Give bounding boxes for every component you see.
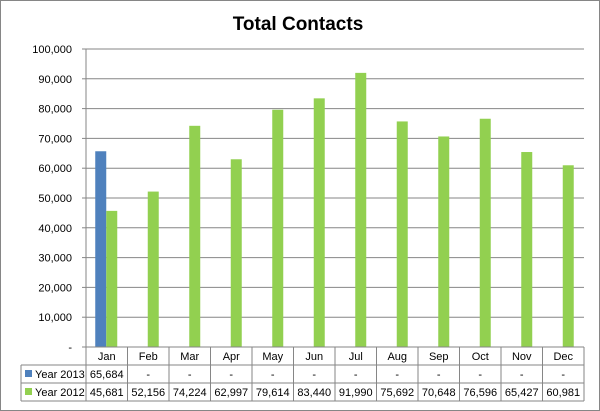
y-tick-label: 60,000 <box>38 163 72 175</box>
data-label: 65,427 <box>505 387 539 399</box>
bar-year-2012-nov <box>521 152 533 347</box>
legend-swatch-year-2012 <box>25 388 32 395</box>
y-tick-label: 90,000 <box>38 74 72 86</box>
legend-swatch-year-2013 <box>25 370 32 377</box>
bar-year-2012-may <box>272 109 284 348</box>
x-tick-label: Nov <box>512 351 532 363</box>
bar-year-2012-apr <box>230 159 242 347</box>
x-tick-label: Jun <box>305 351 323 363</box>
bar-year-2012-jan <box>106 210 118 347</box>
data-label: 60,981 <box>546 387 580 399</box>
x-tick-label: May <box>262 351 283 363</box>
data-label: - <box>395 369 399 381</box>
data-label: 70,648 <box>422 387 456 399</box>
bar-year-2012-mar <box>189 125 201 348</box>
data-label: 52,156 <box>131 387 165 399</box>
x-tick-label: Feb <box>139 351 158 363</box>
data-label: 91,990 <box>339 387 373 399</box>
data-label: - <box>437 369 441 381</box>
data-label: - <box>146 369 150 381</box>
y-tick-label: - <box>68 342 72 354</box>
y-tick-label: 100,000 <box>32 44 72 56</box>
x-tick-label: Jan <box>98 351 116 363</box>
bar-year-2012-jun <box>313 98 325 347</box>
x-tick-label: Mar <box>180 351 199 363</box>
data-label: 65,684 <box>90 369 124 381</box>
x-tick-label: Aug <box>387 351 407 363</box>
data-label: 45,681 <box>90 387 124 399</box>
data-label: 76,596 <box>463 387 497 399</box>
x-tick-label: Sep <box>429 351 449 363</box>
data-label: 62,997 <box>214 387 248 399</box>
y-tick-label: 10,000 <box>38 312 72 324</box>
data-label: - <box>520 369 524 381</box>
y-tick-label: 80,000 <box>38 104 72 116</box>
bars <box>95 72 574 348</box>
x-tick-label: Oct <box>472 351 489 363</box>
data-label: - <box>229 369 233 381</box>
data-label: 75,692 <box>380 387 414 399</box>
y-axis-ticks: - 10,000 20,000 30,000 40,000 50,000 60,000 70,… <box>32 44 72 354</box>
legend-label: Year 2012 <box>35 387 85 399</box>
x-tick-label: Jul <box>349 351 363 363</box>
y-tick-label: 50,000 <box>38 193 72 205</box>
data-label: - <box>312 369 316 381</box>
bar-year-2012-jul <box>355 72 367 347</box>
data-label: 74,224 <box>173 387 207 399</box>
bar-year-2012-aug <box>396 121 408 348</box>
y-tick-label: 40,000 <box>38 223 72 235</box>
data-label: - <box>561 369 565 381</box>
data-label: - <box>188 369 192 381</box>
data-label: 79,614 <box>256 387 290 399</box>
y-tick-label: 20,000 <box>38 282 72 294</box>
chart-title: Total Contacts <box>233 14 364 35</box>
bar-year-2012-feb <box>147 191 159 347</box>
x-tick-label: Apr <box>223 351 240 363</box>
x-tick-label: Dec <box>553 351 573 363</box>
data-table: Jan Feb Mar Apr May Jun Jul Aug Sep Oct Nov Dec Year… <box>20 346 585 402</box>
data-label: - <box>354 369 358 381</box>
bar-year-2013-jan <box>95 151 107 347</box>
data-label: 83,440 <box>297 387 331 399</box>
axes <box>82 48 87 348</box>
gridlines <box>86 48 584 348</box>
y-tick-label: 70,000 <box>38 133 72 145</box>
data-label: - <box>478 369 482 381</box>
legend-label: Year 2013 <box>35 369 85 381</box>
bar-year-2012-sep <box>438 136 450 347</box>
y-tick-label: 30,000 <box>38 253 72 265</box>
bar-year-2012-dec <box>562 165 574 347</box>
data-label: - <box>271 369 275 381</box>
bar-year-2012-oct <box>479 118 491 347</box>
